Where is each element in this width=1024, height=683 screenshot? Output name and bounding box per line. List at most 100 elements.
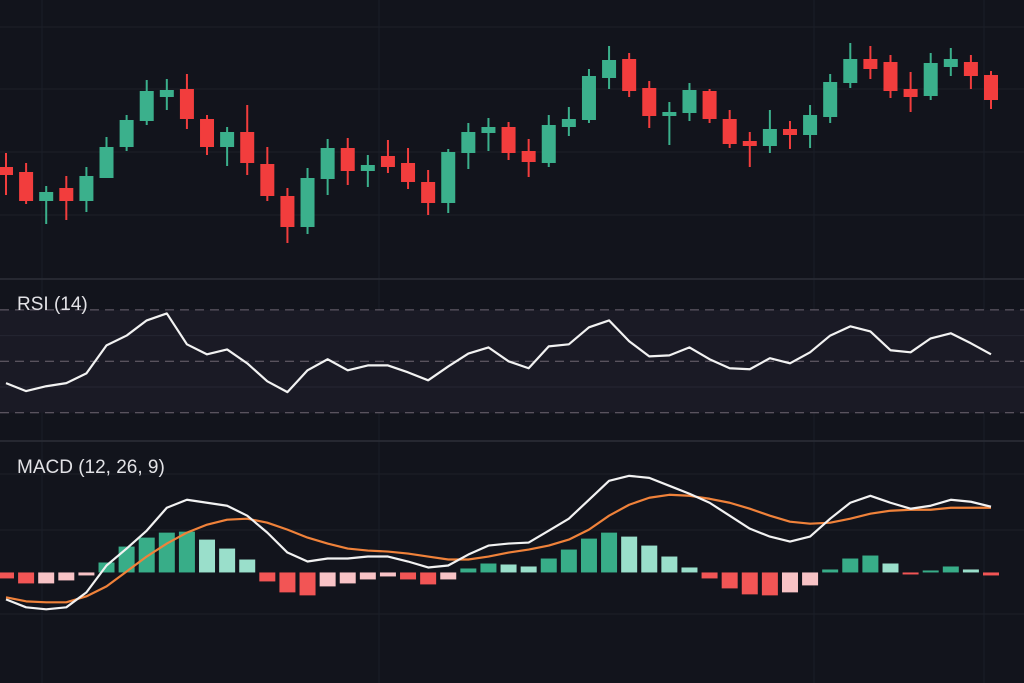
candle-body [0,167,13,175]
histogram-bar-positive [681,567,698,573]
candle-down [280,188,295,243]
candle-body [561,119,576,127]
candle-down [501,122,516,160]
rsi-panel [0,309,1024,414]
candle-body [541,125,556,163]
candle-body [943,59,958,67]
histogram-bar-positive [862,555,879,573]
histogram-bar-negative [279,572,296,593]
candle-down [240,105,255,175]
candle-up [159,79,174,110]
histogram-bar-negative [701,572,718,579]
candle-body [843,59,858,83]
candle-down [340,138,355,185]
histogram-bar-positive [601,532,618,573]
candle-body [581,76,596,120]
candle-body [380,156,395,167]
histogram-bar-negative [319,572,336,587]
candle-body [481,127,496,133]
candle-down [984,71,998,109]
candle-body [702,91,717,119]
histogram-bar-negative [359,572,376,580]
histogram-bar-positive [882,563,899,573]
candle-body [602,60,617,78]
candle-body [742,141,757,146]
histogram-bar-positive [178,531,195,573]
candle-up [823,74,838,123]
candle-down [863,46,878,79]
rsi-line [5,312,992,394]
candle-body [461,132,476,153]
candle-up [441,149,456,213]
histogram-bar-positive [239,559,256,573]
candle-body [642,88,657,116]
candle-body [220,132,235,147]
candle-body [662,112,677,116]
candle-up [481,118,496,151]
candle-down [883,55,898,98]
histogram-bar-negative [902,572,919,575]
candle-down [722,110,737,148]
histogram-bar-positive [822,569,839,573]
candle-up [39,186,54,224]
histogram-bar-negative [58,572,75,581]
candle-up [461,123,476,169]
candle-body [823,82,838,117]
candle-body [441,152,456,203]
candle-up [803,105,818,148]
candle-up [602,46,617,89]
candle-down [702,89,717,123]
candle-down [59,176,74,220]
candle-up [360,155,375,187]
candle-up [762,110,777,153]
histogram-bar-negative [299,572,316,596]
macd-line [5,474,992,611]
rsi-title: RSI (14) [17,294,88,315]
candle-down [642,81,657,128]
candle-body [722,119,737,144]
histogram-bar-positive [158,532,175,573]
histogram-bar-positive [540,558,557,573]
candle-down [200,115,215,155]
candle-body [421,182,436,203]
candle-body [963,62,978,76]
candle-down [260,147,275,201]
candle-body [159,90,174,97]
candle-down [963,55,978,89]
histogram-bar-positive [560,549,577,573]
candle-up [220,127,235,166]
histogram-bar-positive [842,558,859,573]
histogram-bar-negative [721,572,738,589]
histogram-bar-positive [621,536,638,573]
histogram-bar-negative [761,572,778,596]
histogram-bar-negative [440,572,457,580]
candle-down [903,72,918,112]
candle-up [79,167,94,212]
candle-body [39,192,54,201]
candle-down [421,170,436,215]
price-panel [0,43,998,243]
histogram-bar-negative [78,572,95,576]
candle-up [662,102,677,145]
candle-body [300,178,315,227]
candle-down [380,140,395,173]
candle-body [521,151,536,162]
histogram-bar-positive [98,562,115,573]
histogram-bar-negative [0,572,14,579]
candle-body [782,129,797,135]
candle-body [119,120,134,147]
histogram-bar-negative [781,572,798,593]
candle-body [139,91,154,121]
candle-body [803,115,818,135]
candle-body [360,165,375,171]
candle-down [782,121,797,149]
candle-body [260,164,275,196]
candle-up [581,69,596,123]
candle-up [943,48,958,76]
candle-down [179,74,194,129]
histogram-bar-negative [420,572,437,585]
candle-up [843,43,858,88]
macd-panel [0,474,999,611]
candle-up [682,83,697,121]
